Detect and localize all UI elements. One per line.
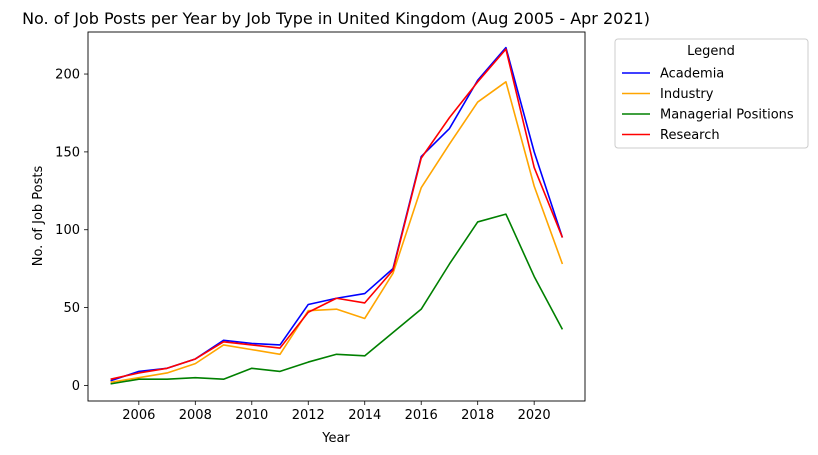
legend-label-research: Research: [660, 128, 720, 143]
chart-title: No. of Job Posts per Year by Job Type in…: [22, 9, 650, 28]
legend-title: Legend: [687, 44, 735, 59]
y-axis: 0 50 100 150 200: [55, 68, 88, 394]
x-axis-label: Year: [321, 431, 350, 446]
x-tick-label: 2016: [405, 408, 438, 423]
x-tick-label: 2014: [348, 408, 381, 423]
plot-frame: [87, 31, 586, 402]
y-tick-label: 100: [55, 223, 80, 238]
legend-label-academia: Academia: [660, 67, 724, 82]
legend-box: [614, 38, 809, 149]
y-tick-label: 150: [55, 145, 80, 160]
legend-items: Academia Industry Managerial Positions Rese…: [622, 67, 794, 143]
series-line-industry: [110, 81, 564, 384]
series-line-managerial-positions: [110, 213, 564, 385]
series-lines: [110, 46, 564, 385]
x-tick-label: 2010: [235, 408, 268, 423]
y-tick-label: 0: [72, 379, 80, 394]
y-tick-label: 50: [63, 301, 80, 316]
legend: Legend Academia Industry Managerial Positi…: [614, 38, 809, 149]
x-axis: 2006 2008 2010 2012 2014 2016 2018 2020: [122, 401, 551, 423]
plot-area: [87, 31, 586, 402]
x-tick-label: 2012: [292, 408, 325, 423]
y-tick-label: 200: [55, 68, 80, 83]
x-tick-label: 2018: [461, 408, 494, 423]
x-tick-label: 2008: [179, 408, 212, 423]
series-line-academia: [110, 46, 564, 382]
y-axis-label: No. of Job Posts: [31, 166, 46, 267]
x-tick-label: 2020: [518, 408, 551, 423]
series-line-research: [110, 48, 564, 380]
legend-label-managerial-positions: Managerial Positions: [660, 108, 794, 123]
legend-label-industry: Industry: [660, 87, 714, 102]
x-tick-label: 2006: [122, 408, 155, 423]
